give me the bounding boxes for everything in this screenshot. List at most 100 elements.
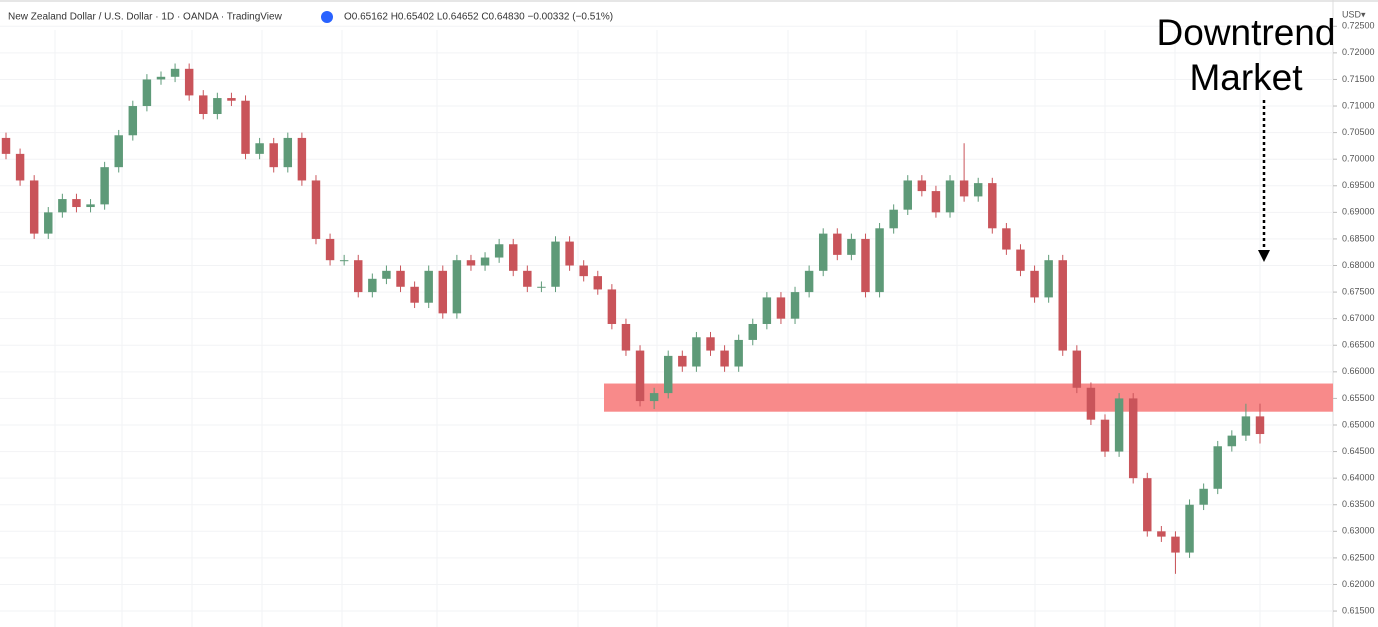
annotation-line: Downtrend [1157, 12, 1336, 53]
candle-body [1002, 228, 1011, 250]
y-tick-label: 0.68000 [1342, 260, 1375, 270]
candle-body [1143, 478, 1152, 532]
candle-body [339, 260, 349, 262]
candle-body [1030, 270, 1039, 298]
currency-label: USD▾ [1342, 9, 1366, 19]
candle-body [903, 180, 912, 210]
candle-body [917, 180, 927, 192]
y-tick-label: 0.63000 [1342, 526, 1375, 536]
y-tick-label: 0.66000 [1342, 366, 1375, 376]
candle-body [170, 68, 180, 77]
candle-body [621, 323, 631, 351]
candle-body [1199, 488, 1208, 505]
candle-body [452, 260, 462, 314]
candle-body [776, 297, 786, 319]
candle-body [297, 137, 307, 181]
candle-body [509, 244, 518, 271]
candle-body [1100, 419, 1110, 452]
candle-body [1086, 387, 1096, 420]
candle-body [424, 270, 433, 303]
candle-body [635, 350, 645, 402]
candle-body [847, 238, 856, 255]
candle-body [213, 98, 222, 115]
candle-body [551, 241, 560, 287]
candle-body [537, 286, 546, 288]
candle-body [748, 323, 757, 340]
candle-body [269, 143, 278, 168]
candle-body [790, 292, 800, 319]
chart-title: New Zealand Dollar / U.S. Dollar · 1D · … [8, 12, 283, 23]
y-tick-label: 0.64000 [1342, 473, 1375, 483]
candle-body [889, 209, 898, 229]
candle-body [1241, 416, 1251, 436]
candle-body [1213, 446, 1222, 489]
candle-body [931, 191, 941, 213]
candle-body [973, 183, 983, 197]
candle-body [72, 199, 81, 208]
candle-body [100, 167, 109, 205]
candle-body [720, 350, 729, 367]
y-tick-label: 0.69000 [1342, 207, 1375, 217]
replay-icon[interactable] [321, 11, 333, 23]
candle-body [1255, 416, 1265, 435]
y-tick-label: 0.62500 [1342, 552, 1375, 562]
candle-body [184, 68, 194, 96]
candle-body [833, 233, 842, 255]
y-tick-label: 0.70000 [1342, 154, 1375, 164]
y-tick-label: 0.71000 [1342, 100, 1375, 110]
candle-body [1114, 398, 1124, 452]
y-tick-label: 0.70500 [1342, 127, 1375, 137]
candle-body [1128, 398, 1138, 479]
candle-body [579, 265, 588, 277]
candle-body [325, 238, 335, 261]
candle-body [1072, 350, 1082, 388]
candle-body [114, 135, 123, 168]
candle-body [142, 79, 152, 107]
y-tick-label: 0.69500 [1342, 180, 1375, 190]
candle-body [678, 355, 687, 367]
y-tick-label: 0.65000 [1342, 419, 1375, 429]
candle-body [1171, 536, 1180, 553]
candle-body [1016, 249, 1025, 271]
candle-body [58, 199, 67, 213]
candle-body [1058, 260, 1067, 351]
candle-body [1185, 504, 1194, 553]
y-tick-label: 0.67500 [1342, 286, 1375, 296]
candle-body [1157, 531, 1166, 537]
y-tick-label: 0.62000 [1342, 579, 1375, 589]
ohlc-readout: O0.65162 H0.65402 L0.64652 C0.64830 −0.0… [344, 12, 613, 23]
candle-body [438, 270, 448, 314]
candle-body [959, 180, 969, 197]
candle-body [663, 355, 673, 394]
candle-body [382, 270, 391, 279]
plot-area [0, 25, 1337, 627]
candle-body [86, 204, 95, 208]
candle-body [227, 98, 236, 101]
annotation-line: Market [1189, 57, 1303, 98]
candle-body [875, 228, 884, 293]
candle-body [649, 393, 659, 402]
candle-body [480, 257, 490, 266]
y-tick-label: 0.67000 [1342, 313, 1375, 323]
candle-body [283, 137, 293, 168]
y-tick-label: 0.68500 [1342, 233, 1375, 243]
y-tick-label: 0.72500 [1342, 21, 1375, 31]
candle-body [861, 238, 870, 293]
candle-body [945, 180, 955, 213]
candle-body [410, 286, 419, 303]
y-tick-label: 0.65500 [1342, 393, 1375, 403]
candle-body [593, 276, 603, 290]
candle-body [762, 297, 772, 324]
y-tick-label: 0.66500 [1342, 340, 1375, 350]
candle-body [199, 95, 208, 115]
candle-body [692, 337, 701, 367]
candle-body [494, 244, 504, 258]
zone [604, 383, 1333, 412]
candle-body [804, 270, 814, 293]
candle-body [1, 137, 11, 154]
candle-body [368, 278, 377, 293]
annotation-arrowhead [1258, 250, 1270, 262]
